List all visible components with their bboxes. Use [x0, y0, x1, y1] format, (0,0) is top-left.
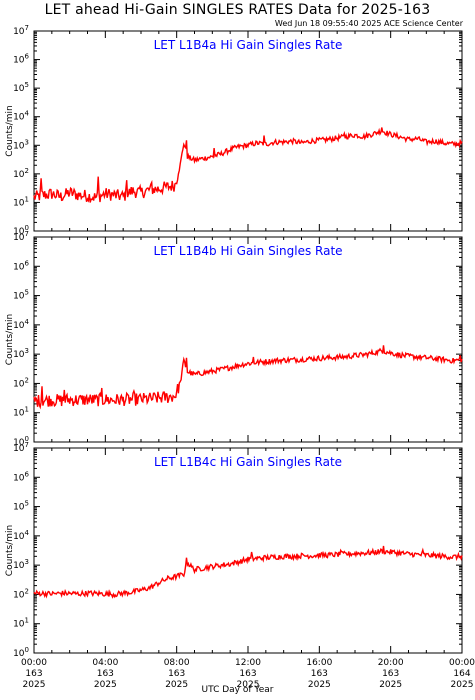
- panel-title: LET L1B4a Hi Gain Singles Rate: [154, 38, 343, 52]
- x-tick-label: 164: [453, 669, 470, 679]
- y-tick-label: 106: [13, 53, 29, 66]
- y-tick-label: 103: [13, 138, 29, 151]
- y-tick-label: 104: [13, 318, 29, 331]
- x-tick-label: 2025: [451, 680, 474, 690]
- y-axis-label: Counts/min: [5, 525, 15, 576]
- y-tick-label: 101: [13, 617, 29, 630]
- y-tick-label: 103: [13, 558, 29, 571]
- y-tick-label: 102: [13, 167, 29, 180]
- x-tick-label: 163: [97, 669, 114, 679]
- y-axis-label: Counts/min: [5, 105, 15, 156]
- series-line: [33, 345, 463, 410]
- y-tick-label: 104: [13, 110, 29, 123]
- panel-title: LET L1B4c Hi Gain Singles Rate: [154, 455, 342, 469]
- y-tick-label: 106: [13, 259, 29, 272]
- plot-frame: [33, 30, 463, 232]
- y-tick-label: 107: [13, 24, 29, 37]
- x-tick-label: 04:00: [92, 658, 118, 668]
- y-tick-label: 105: [13, 500, 29, 513]
- y-tick-label: 102: [13, 376, 29, 389]
- y-tick-label: 105: [13, 289, 29, 302]
- y-tick-label: 104: [13, 529, 29, 542]
- y-axis-label: Counts/min: [5, 314, 15, 365]
- x-tick-label: 16:00: [306, 658, 332, 668]
- panel-title: LET L1B4b Hi Gain Singles Rate: [153, 244, 342, 258]
- x-tick-label: 2025: [94, 680, 117, 690]
- x-tick-label: 12:00: [235, 658, 261, 668]
- series-line: [33, 127, 463, 203]
- x-tick-label: 2025: [237, 680, 260, 690]
- plot-frame: [33, 236, 463, 443]
- page-title: LET ahead Hi-Gain SINGLES RATES Data for…: [44, 2, 431, 18]
- x-tick-label: 2025: [308, 680, 331, 690]
- x-tick-label: 163: [168, 669, 185, 679]
- x-tick-label: 163: [382, 669, 399, 679]
- x-tick-label: 08:00: [164, 658, 190, 668]
- x-tick-label: 2025: [23, 680, 46, 690]
- y-tick-label: 103: [13, 347, 29, 360]
- x-tick-label: 2025: [379, 680, 402, 690]
- x-tick-label: 163: [25, 669, 42, 679]
- y-tick-label: 102: [13, 587, 29, 600]
- x-tick-label: 163: [239, 669, 256, 679]
- x-tick-label: 00:00: [21, 658, 47, 668]
- y-tick-label: 101: [13, 406, 29, 419]
- y-tick-label: 101: [13, 195, 29, 208]
- timestamp: Wed Jun 18 09:55:40 2025 ACE Science Cen…: [274, 19, 463, 28]
- series-line: [33, 545, 463, 599]
- x-tick-label: 2025: [165, 680, 188, 690]
- x-axis-title: UTC Day of Year: [201, 685, 274, 695]
- y-tick-label: 106: [13, 470, 29, 483]
- x-tick-label: 20:00: [378, 658, 404, 668]
- y-tick-label: 105: [13, 81, 29, 94]
- x-tick-label: 00:00: [449, 658, 475, 668]
- x-tick-label: 163: [311, 669, 328, 679]
